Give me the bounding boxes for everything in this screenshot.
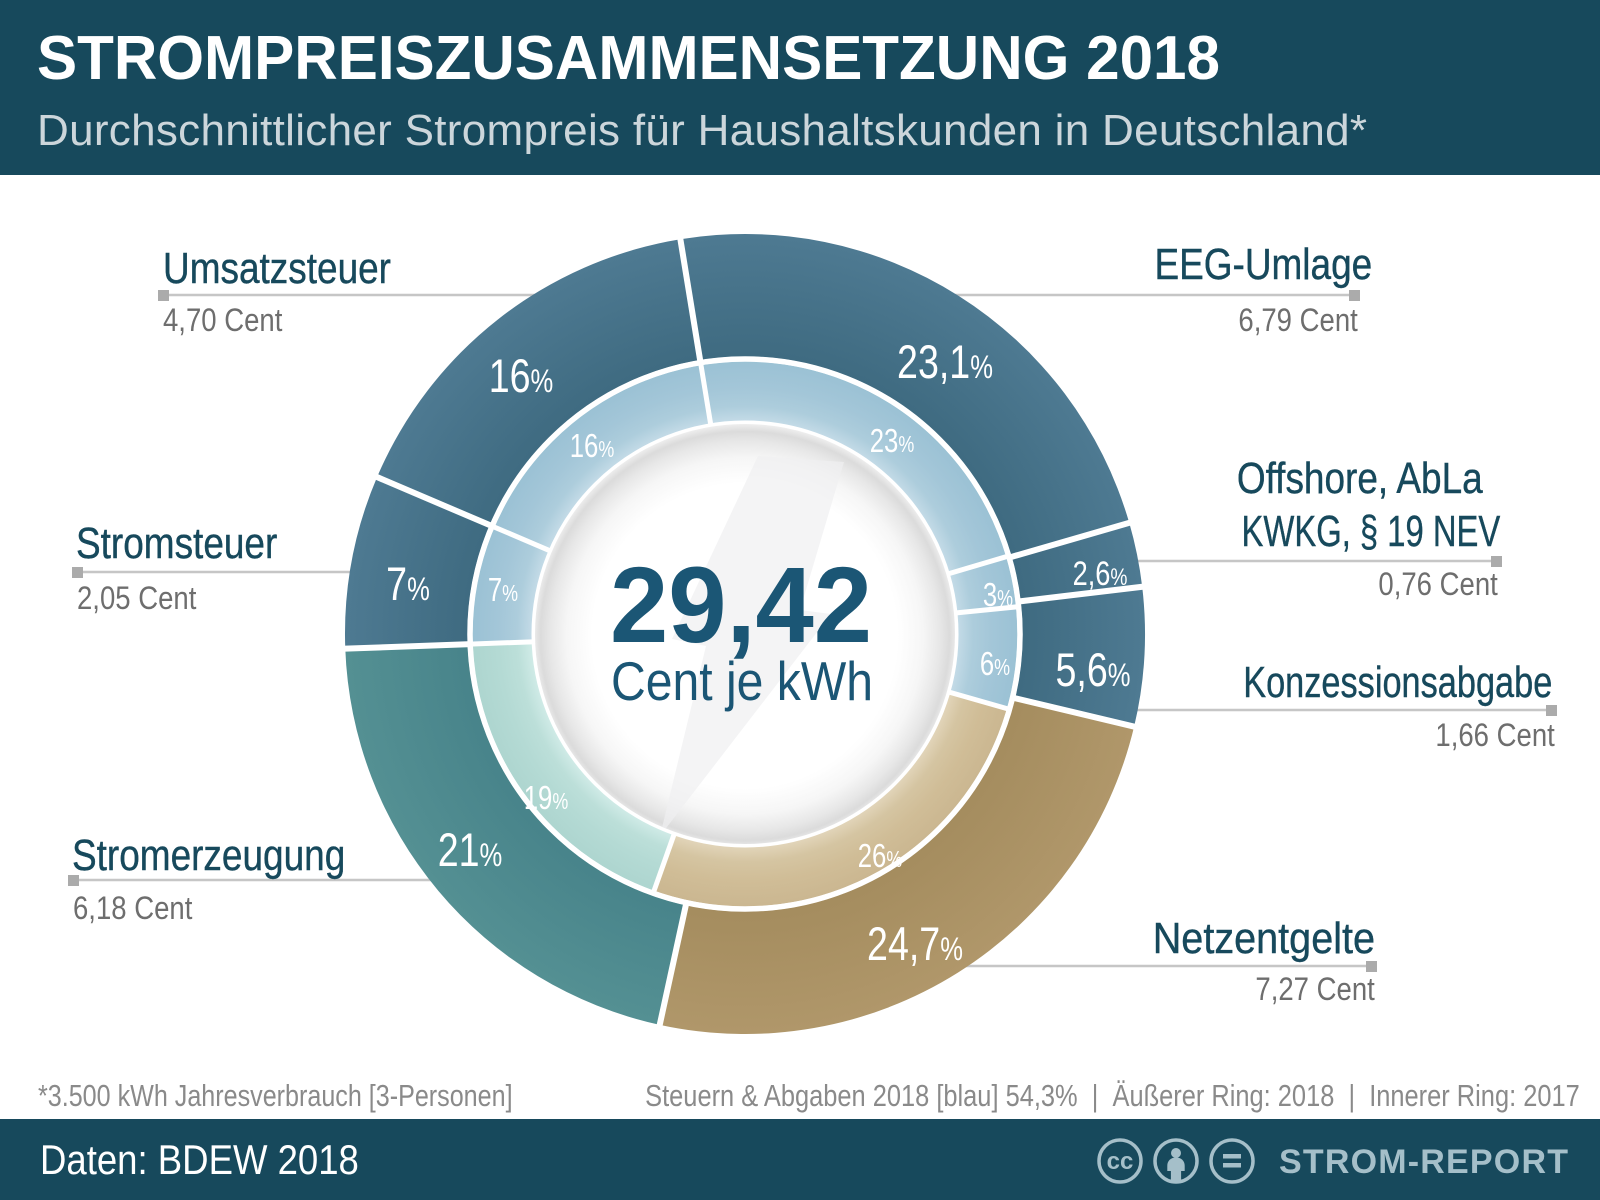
svg-text:STROM-REPORT: STROM-REPORT bbox=[1279, 1143, 1569, 1181]
svg-text:24,7%: 24,7% bbox=[867, 918, 963, 971]
svg-text:cc: cc bbox=[1107, 1148, 1134, 1175]
svg-text:21%: 21% bbox=[438, 824, 503, 877]
svg-text:6%: 6% bbox=[980, 646, 1010, 683]
svg-text:29,42: 29,42 bbox=[610, 545, 872, 666]
svg-text:Cent je kWh: Cent je kWh bbox=[611, 650, 873, 712]
